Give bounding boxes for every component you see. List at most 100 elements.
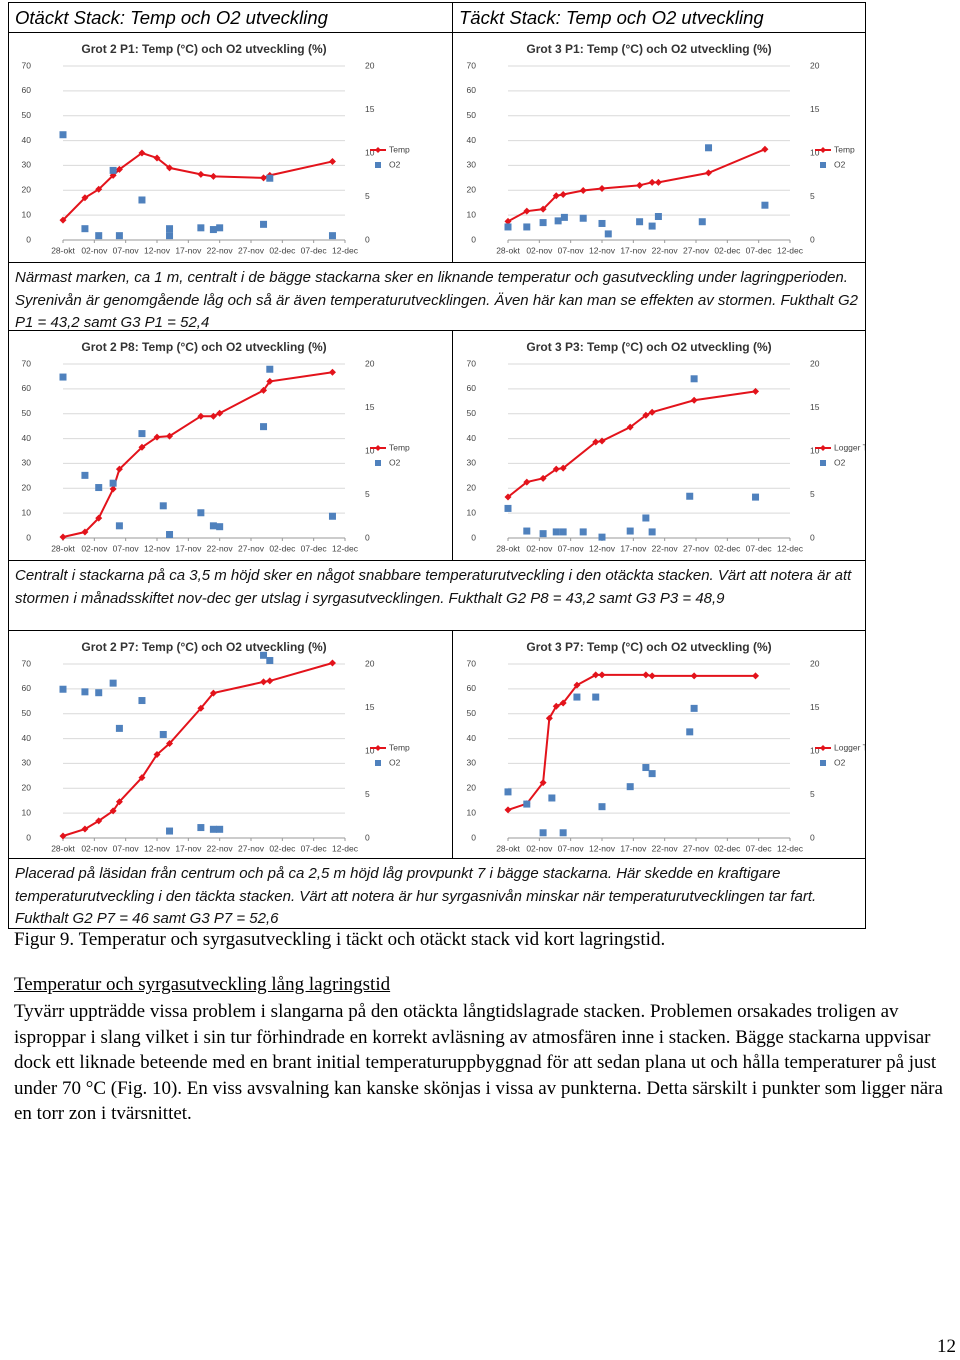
temp-point [654,178,662,186]
y2-tick-label: 5 [365,489,370,499]
o2-point [109,479,117,487]
o2-point [636,218,644,226]
x-tick-label: 02-nov [81,843,108,853]
o2-point [138,196,146,204]
y-tick-label: 30 [467,458,477,468]
y2-tick-label: 0 [365,234,370,244]
x-tick-label: 12-dec [332,543,359,553]
legend-marker [820,147,826,153]
y-tick-label: 50 [22,408,32,418]
x-tick-label: 02-dec [714,245,741,255]
temp-point [266,677,274,685]
temp-point [266,377,274,385]
legend-label: Logger Temp [834,742,865,752]
x-tick-label: 07-dec [746,843,773,853]
y-tick-label: 20 [22,783,32,793]
temp-point [59,216,67,224]
o2-point [166,531,174,539]
legend-marker [820,745,826,751]
temp-point [690,672,698,680]
y-tick-label: 60 [22,683,32,693]
temp-point [539,779,547,787]
chart-title: Grot 3 P3: Temp (°C) och O2 utveckling (… [526,340,771,354]
y2-tick-label: 15 [365,702,375,712]
temp-point [504,493,512,501]
temp-point [598,185,606,193]
legend-label: O2 [834,757,846,767]
chart-title: Grot 2 P8: Temp (°C) och O2 utveckling (… [81,340,326,354]
temp-point [559,699,567,707]
x-tick-label: 22-nov [652,843,679,853]
o2-point [690,375,698,383]
y-tick-label: 10 [467,209,477,219]
chart: Grot 3 P1: Temp (°C) och O2 utveckling (… [457,33,865,259]
x-tick-label: 22-nov [652,543,679,553]
x-tick-label: 12-nov [589,543,616,553]
y2-tick-label: 15 [365,402,375,412]
temp-point [642,671,650,679]
y-tick-label: 50 [467,110,477,120]
temp-point [260,174,268,182]
o2-point [523,527,531,535]
x-tick-label: 12-dec [777,245,804,255]
y2-tick-label: 0 [810,532,815,542]
o2-point [209,226,217,234]
y-tick-label: 20 [467,185,477,195]
o2-point [197,824,205,832]
x-tick-label: 02-dec [269,843,296,853]
y-tick-label: 50 [22,708,32,718]
o2-point [138,430,146,438]
x-tick-label: 02-nov [81,245,108,255]
o2-point [166,827,174,835]
section-title: Temperatur och syrgasutveckling lång lag… [14,974,391,995]
temp-point [109,485,117,493]
x-tick-label: 12-dec [332,843,359,853]
o2-point [197,224,205,232]
o2-point [554,217,562,225]
o2-point [266,365,274,373]
o2-point [504,504,512,512]
y-tick-label: 60 [467,683,477,693]
legend-label: O2 [389,457,401,467]
x-tick-label: 17-nov [620,543,647,553]
legend-label: Temp [389,742,410,752]
temp-point [648,178,656,186]
o2-point [216,523,224,531]
legend-marker [375,162,381,168]
y2-tick-label: 20 [365,358,375,368]
o2-point [95,484,103,492]
chart: Grot 2 P8: Temp (°C) och O2 utveckling (… [12,331,420,557]
legend-label: Temp [389,442,410,452]
y2-tick-label: 10 [365,445,375,455]
chart: Grot 2 P7: Temp (°C) och O2 utveckling (… [12,631,420,857]
temp-point [260,678,268,686]
temp-point [138,149,146,157]
y-tick-label: 10 [467,507,477,517]
temp-point [209,412,217,420]
o2-point [81,471,89,479]
o2-point [115,724,123,732]
temp-point [539,474,547,482]
o2-point [686,492,694,500]
y2-tick-label: 20 [810,60,820,70]
o2-point [539,219,547,227]
legend-marker [820,445,826,451]
x-tick-label: 07-nov [558,843,585,853]
y-tick-label: 30 [467,758,477,768]
o2-point [642,514,650,522]
o2-point [698,218,706,226]
legend-marker [375,147,381,153]
x-tick-label: 28-okt [51,245,75,255]
temp-point [690,396,698,404]
o2-point [592,693,600,701]
chart-title: Grot 3 P1: Temp (°C) och O2 utveckling (… [526,42,771,56]
temp-point [504,217,512,225]
temp-point [197,704,205,712]
x-tick-label: 02-dec [269,245,296,255]
o2-point [59,685,67,693]
chart: Grot 3 P3: Temp (°C) och O2 utveckling (… [457,331,865,557]
y-tick-label: 70 [467,658,477,668]
temp-point [81,528,89,536]
temp-point [328,368,336,376]
